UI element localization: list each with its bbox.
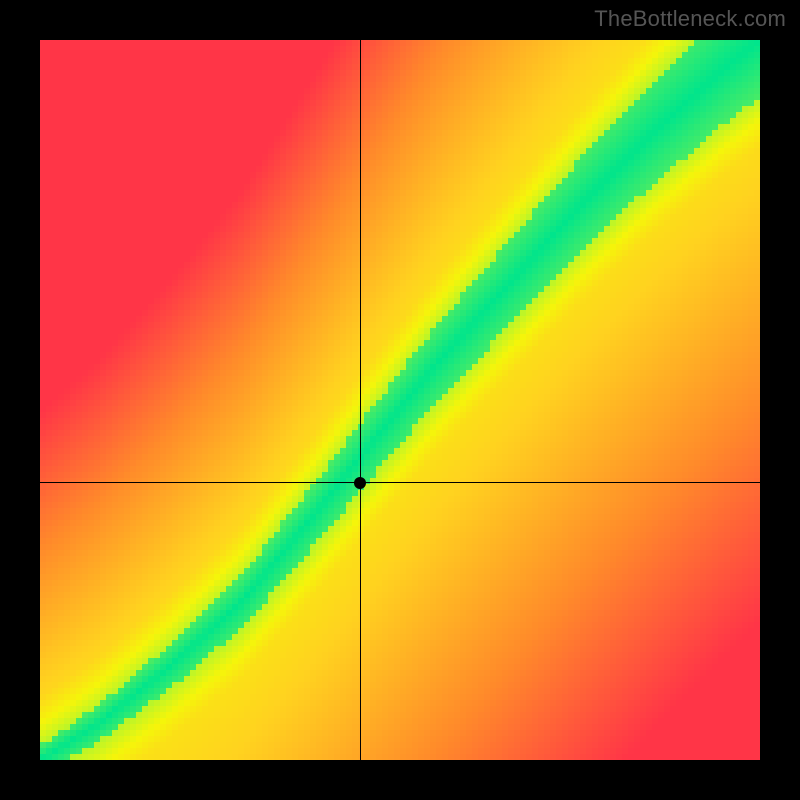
plot-area [40,40,760,760]
watermark-text: TheBottleneck.com [594,6,786,32]
heatmap-canvas [40,40,760,760]
frame: TheBottleneck.com [0,0,800,800]
